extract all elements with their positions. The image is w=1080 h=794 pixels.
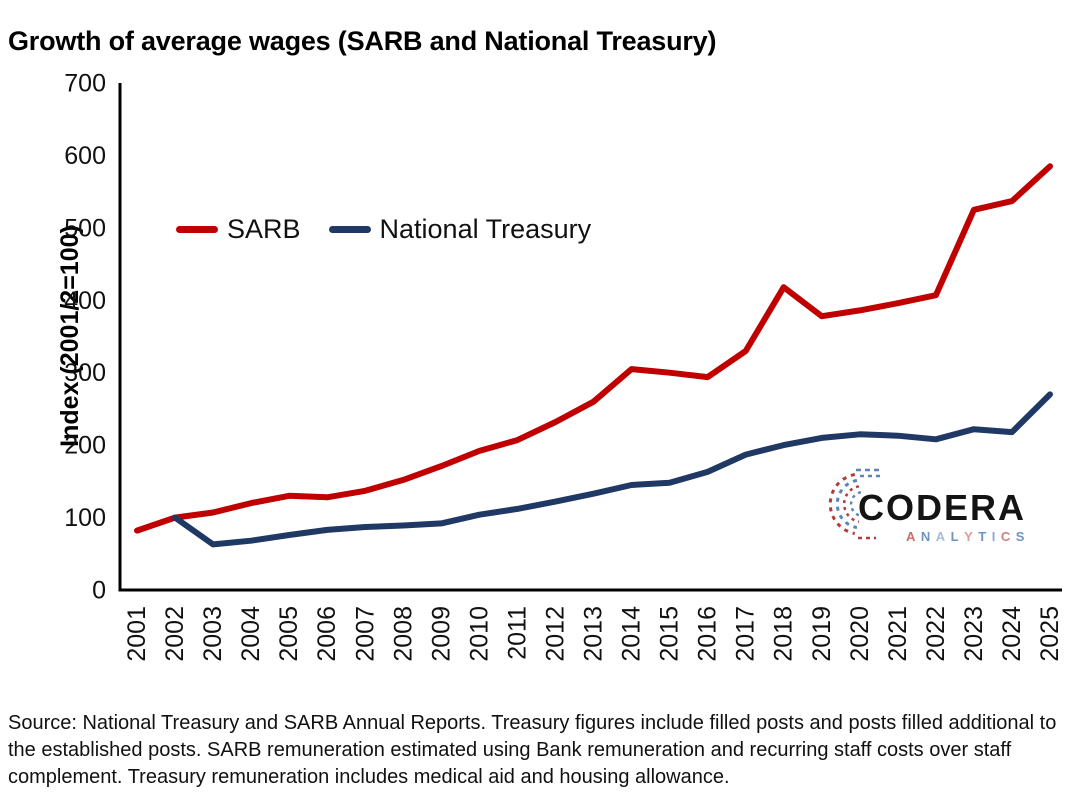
y-tick-label: 600: [64, 142, 106, 170]
legend-label-sarb: SARB: [227, 214, 301, 244]
chart-title: Growth of average wages (SARB and Nation…: [8, 26, 717, 57]
x-tick-label: 2017: [732, 606, 760, 662]
axis-lines: [118, 83, 1062, 592]
chart-legend: SARB National Treasury: [176, 214, 591, 245]
x-tick-label: 2022: [922, 606, 950, 662]
logo-subtitle-letter: L: [950, 529, 959, 544]
x-tick-label: 2010: [465, 606, 493, 662]
series-line-sarb: [134, 163, 1053, 534]
x-tick-label: 2012: [541, 606, 569, 662]
x-tick-label: 2007: [351, 606, 379, 662]
logo-subtitle-letter: I: [991, 529, 996, 544]
logo-subtitle-letter: A: [906, 529, 916, 544]
logo-subtitle-letter: S: [1015, 529, 1025, 544]
logo-subtitle-letter: Y: [964, 529, 973, 544]
x-tick-label: 2009: [427, 606, 455, 662]
x-tick-label: 2016: [694, 606, 722, 662]
y-tick-label: 200: [64, 432, 106, 460]
x-tick-label: 2019: [808, 606, 836, 662]
legend-item-sarb: SARB: [176, 214, 301, 245]
x-tick-label: 2014: [618, 606, 646, 662]
x-tick-label: 2024: [998, 606, 1026, 662]
logo-subtitle-letter: T: [978, 529, 987, 544]
x-tick-label: 2021: [884, 606, 912, 662]
x-tick-label: 2002: [161, 606, 189, 662]
y-tick-label: 700: [64, 70, 106, 98]
x-tick-label: 2015: [656, 606, 684, 662]
x-tick-label: 2001: [123, 606, 151, 662]
x-tick-label: 2011: [503, 606, 531, 660]
codera-logo-name: CODERA: [858, 487, 1027, 528]
treasury-line-swatch: [328, 226, 371, 233]
x-tick-label: 2020: [846, 606, 874, 662]
legend-item-national-treasury: National Treasury: [328, 214, 592, 245]
x-tick-label: 2025: [1036, 606, 1064, 662]
y-tick-label: 300: [64, 359, 106, 387]
x-tick-label: 2008: [389, 606, 417, 662]
chart-plot-area: Index (2001/2=100) 0 100 200 300 400 500 600 70…: [56, 70, 1064, 662]
x-tick-label: 2023: [960, 606, 988, 662]
x-tick-label: 2004: [237, 606, 265, 662]
source-note: Source: National Treasury and SARB Annua…: [8, 712, 1057, 789]
x-tick-label: 2005: [275, 606, 303, 662]
x-tick-label: 2013: [580, 606, 608, 662]
logo-subtitle-letter: A: [935, 529, 946, 544]
series-line-national-treasury: [172, 391, 1053, 548]
y-tick-label: 400: [64, 287, 106, 315]
legend-label-national-treasury: National Treasury: [379, 214, 592, 244]
codera-logo-icon: [828, 468, 882, 540]
y-tick-label: 100: [64, 504, 106, 532]
logo-subtitle-letter: C: [1000, 529, 1011, 544]
y-tick-label: 0: [92, 577, 106, 605]
x-tick-label: 2006: [313, 606, 341, 662]
x-tick-label: 2003: [199, 606, 227, 662]
sarb-line-swatch: [176, 226, 218, 233]
logo-subtitle-letter: N: [920, 529, 931, 544]
y-tick-label: 500: [64, 214, 106, 242]
x-tick-label: 2018: [770, 606, 798, 662]
y-axis-title: Index (2001/2=100): [56, 225, 84, 447]
